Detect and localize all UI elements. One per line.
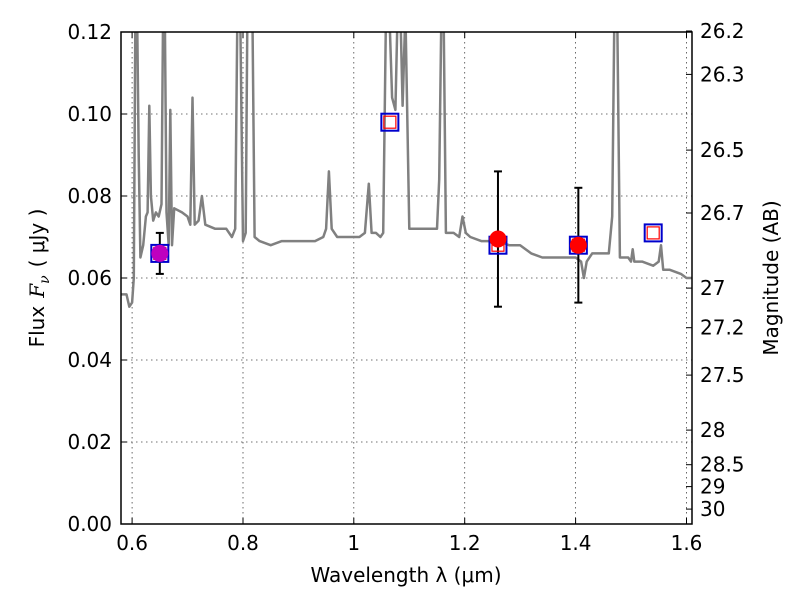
model-photometry-inner-square <box>646 226 660 240</box>
y-axis-title-var: F <box>25 283 49 299</box>
observed-flux-point <box>569 236 587 254</box>
y-tick-label: 0.06 <box>67 266 112 290</box>
y-tick-label: 0.00 <box>67 512 112 536</box>
y-tick-label: 0.02 <box>67 430 112 454</box>
y2-tick-label: 26.3 <box>700 62 745 86</box>
y-axis-title-prefix: Flux <box>25 306 49 348</box>
y-axis-title-unit: ( μJy ) <box>25 209 49 268</box>
x-axis-title: Wavelength λ (μm) <box>310 563 501 587</box>
axis-ticks: 0.6 0.8 1 1.2 1.4 1.6 0.00 0.02 0.04 0.06 0.08 0.10… <box>67 19 744 555</box>
x-tick-label: 1 <box>347 531 360 555</box>
y2-tick-label: 28.5 <box>700 453 745 477</box>
y2-tick-label: 27.5 <box>700 363 745 387</box>
y2-tick-label: 27 <box>700 276 725 300</box>
y-tick-label: 0.04 <box>67 348 112 372</box>
y2-tick-label: 27.2 <box>700 316 745 340</box>
model-photometry-square <box>643 223 663 243</box>
y-axis-title-sub: ν <box>37 275 53 284</box>
y-tick-label: 0.12 <box>67 20 112 44</box>
x-tick-label: 0.6 <box>116 531 148 555</box>
x-tick-label: 1.2 <box>449 531 481 555</box>
y2-tick-label: 26.7 <box>700 201 745 225</box>
y-tick-label: 0.10 <box>67 102 112 126</box>
y2-tick-label: 26.2 <box>700 19 745 43</box>
observed-flux-point <box>489 230 507 248</box>
y2-tick-label: 26.5 <box>700 138 745 162</box>
y-tick-label: 0.08 <box>67 184 112 208</box>
x-tick-label: 1.4 <box>560 531 592 555</box>
x-tick-label: 1.6 <box>671 531 703 555</box>
photometry-markers <box>150 112 663 308</box>
y2-axis-title: Magnitude (AB) <box>759 200 783 355</box>
y2-tick-label: 28 <box>700 418 725 442</box>
x-tick-label: 0.8 <box>227 531 259 555</box>
y-axis-title: Flux Fν ( μJy ) <box>25 209 53 348</box>
model-photometry-square <box>380 112 400 132</box>
model-spectrum-line <box>121 32 692 308</box>
y2-tick-label: 29 <box>700 475 725 499</box>
observed-flux-point <box>151 244 169 262</box>
y2-tick-label: 30 <box>700 497 725 521</box>
model-photometry-inner-square <box>383 115 397 129</box>
